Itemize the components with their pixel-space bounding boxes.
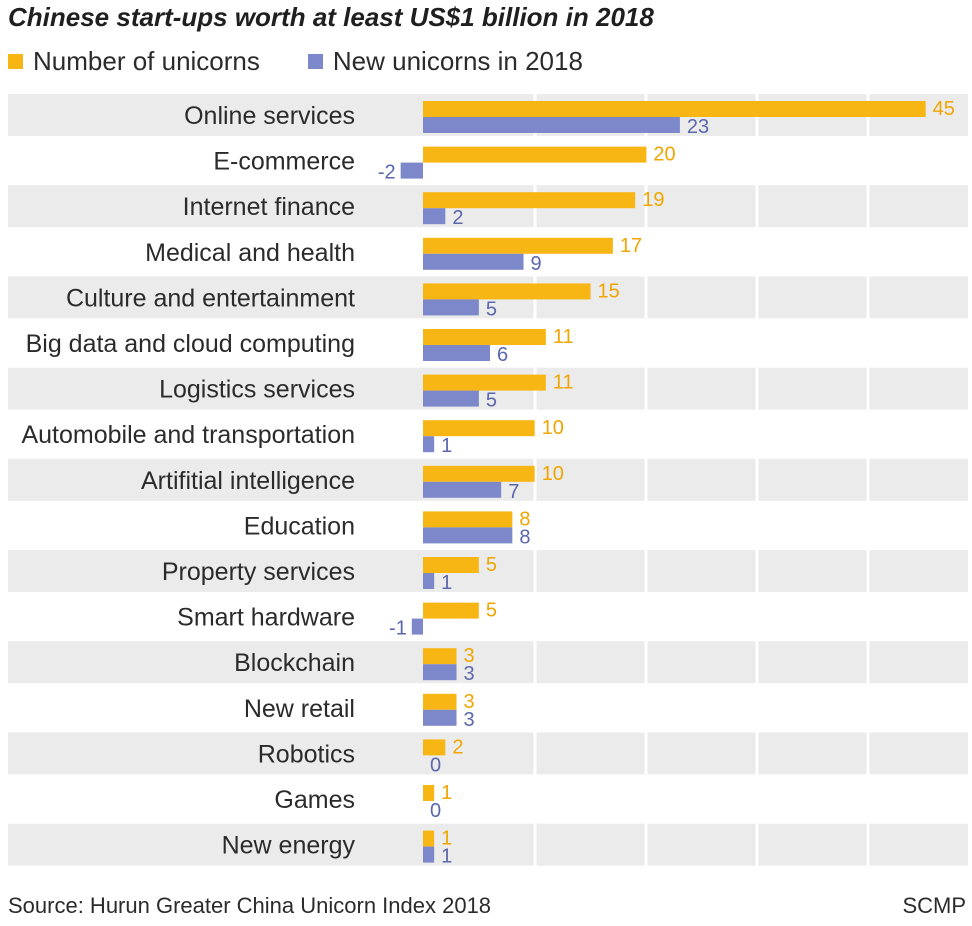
category-label: Property services — [162, 558, 355, 586]
category-label: Blockchain — [234, 649, 355, 677]
category-label: Smart hardware — [177, 604, 355, 632]
data-label-new-unicorns-2018: 0 — [430, 800, 441, 822]
bar-new-unicorns-2018 — [423, 481, 502, 498]
bar-number-of-unicorns — [423, 283, 591, 300]
bar-new-unicorns-2018 — [423, 345, 491, 361]
bar-new-unicorns-2018 — [423, 573, 435, 589]
category-label: New retail — [244, 695, 355, 723]
row-band — [8, 823, 968, 866]
category-label: Automobile and transportation — [21, 421, 355, 449]
bar-new-unicorns-2018 — [423, 527, 513, 544]
source-note: Source: Hurun Greater China Unicorn Inde… — [8, 893, 492, 918]
category-label: Culture and entertainment — [66, 284, 355, 312]
data-label-number-of-unicorns: 19 — [642, 189, 664, 211]
data-label-new-unicorns-2018: 1 — [441, 572, 452, 594]
bar-number-of-unicorns — [423, 602, 479, 619]
data-label-new-unicorns-2018: 0 — [430, 754, 441, 776]
legend-item-unicorns: Number of unicorns — [8, 46, 260, 77]
data-label-number-of-unicorns: 5 — [486, 600, 497, 622]
bar-number-of-unicorns — [423, 465, 535, 482]
data-label-new-unicorns-2018: -2 — [378, 162, 396, 184]
bar-new-unicorns-2018 — [423, 299, 479, 316]
chart-title: Chinese start-ups worth at least US$1 bi… — [8, 2, 654, 32]
bar-number-of-unicorns — [423, 420, 535, 437]
category-label: New energy — [222, 832, 356, 860]
data-label-number-of-unicorns: 3 — [464, 645, 475, 667]
publisher-credit: SCMP — [902, 893, 966, 918]
row-band — [8, 732, 968, 775]
legend-label-unicorns: Number of unicorns — [33, 45, 260, 76]
bar-number-of-unicorns — [423, 511, 513, 528]
data-label-new-unicorns-2018: -1 — [389, 618, 407, 640]
data-label-number-of-unicorns: 17 — [620, 235, 642, 257]
bar-number-of-unicorns — [423, 101, 926, 117]
category-label: Logistics services — [159, 376, 355, 404]
data-label-new-unicorns-2018: 3 — [464, 709, 475, 731]
bar-new-unicorns-2018 — [423, 117, 680, 133]
data-label-new-unicorns-2018: 6 — [497, 344, 508, 366]
bar-number-of-unicorns — [423, 192, 636, 209]
row-band — [8, 550, 968, 592]
category-label: Internet finance — [183, 193, 355, 221]
data-label-number-of-unicorns: 2 — [452, 736, 463, 758]
bar-number-of-unicorns — [423, 693, 457, 710]
category-label: Education — [244, 512, 355, 540]
bar-number-of-unicorns — [423, 648, 457, 665]
bar-number-of-unicorns — [423, 374, 546, 391]
bar-new-unicorns-2018 — [423, 436, 435, 453]
data-label-number-of-unicorns: 10 — [542, 463, 564, 485]
legend-swatch-new-unicorns — [307, 53, 323, 69]
category-label: Robotics — [258, 740, 355, 768]
data-label-number-of-unicorns: 20 — [653, 144, 675, 166]
bar-number-of-unicorns — [423, 785, 435, 801]
category-label: Artifitial intelligence — [141, 467, 355, 495]
bar-new-unicorns-2018 — [423, 208, 446, 225]
bar-new-unicorns-2018 — [411, 618, 423, 635]
category-label: Online services — [184, 102, 355, 130]
bar-new-unicorns-2018 — [400, 162, 423, 179]
category-label: Medical and health — [145, 239, 355, 267]
legend-swatch-unicorns — [8, 53, 23, 69]
legend: Number of unicorns New unicorns in 2018 — [8, 44, 631, 78]
data-label-new-unicorns-2018: 7 — [508, 481, 519, 503]
category-label: Games — [274, 786, 355, 814]
data-label-new-unicorns-2018: 5 — [486, 298, 497, 320]
data-label-new-unicorns-2018: 1 — [441, 435, 452, 457]
data-label-number-of-unicorns: 10 — [542, 417, 564, 439]
bar-new-unicorns-2018 — [423, 846, 435, 863]
data-label-number-of-unicorns: 5 — [486, 554, 497, 576]
bar-new-unicorns-2018 — [423, 390, 479, 407]
row-band — [8, 641, 968, 684]
data-label-number-of-unicorns: 3 — [464, 691, 475, 713]
legend-item-new-unicorns: New unicorns in 2018 — [307, 45, 583, 77]
data-label-new-unicorns-2018: 1 — [441, 846, 452, 868]
data-label-number-of-unicorns: 1 — [441, 782, 452, 804]
bar-number-of-unicorns — [423, 237, 613, 254]
data-label-number-of-unicorns: 15 — [598, 280, 620, 302]
data-label-new-unicorns-2018: 8 — [519, 526, 530, 548]
data-label-new-unicorns-2018: 9 — [531, 253, 542, 275]
data-label-new-unicorns-2018: 2 — [452, 207, 463, 229]
bar-number-of-unicorns — [423, 329, 546, 345]
category-label: E-commerce — [213, 148, 355, 176]
data-label-new-unicorns-2018: 23 — [687, 116, 709, 138]
bar-new-unicorns-2018 — [423, 253, 524, 270]
data-label-new-unicorns-2018: 3 — [464, 663, 475, 685]
bar-new-unicorns-2018 — [423, 709, 457, 726]
data-label-number-of-unicorns: 8 — [519, 508, 530, 530]
bar-new-unicorns-2018 — [423, 664, 457, 681]
data-label-number-of-unicorns: 45 — [933, 98, 955, 120]
category-label: Big data and cloud computing — [26, 330, 355, 358]
bar-number-of-unicorns — [423, 557, 479, 573]
data-label-number-of-unicorns: 1 — [441, 828, 452, 850]
data-label-number-of-unicorns: 11 — [553, 326, 574, 348]
bar-number-of-unicorns — [423, 739, 446, 756]
legend-label-new-unicorns: New unicorns in 2018 — [332, 45, 583, 76]
data-label-number-of-unicorns: 11 — [553, 372, 574, 394]
data-label-new-unicorns-2018: 5 — [486, 390, 497, 412]
bar-number-of-unicorns — [423, 830, 435, 847]
bar-number-of-unicorns — [423, 146, 647, 163]
